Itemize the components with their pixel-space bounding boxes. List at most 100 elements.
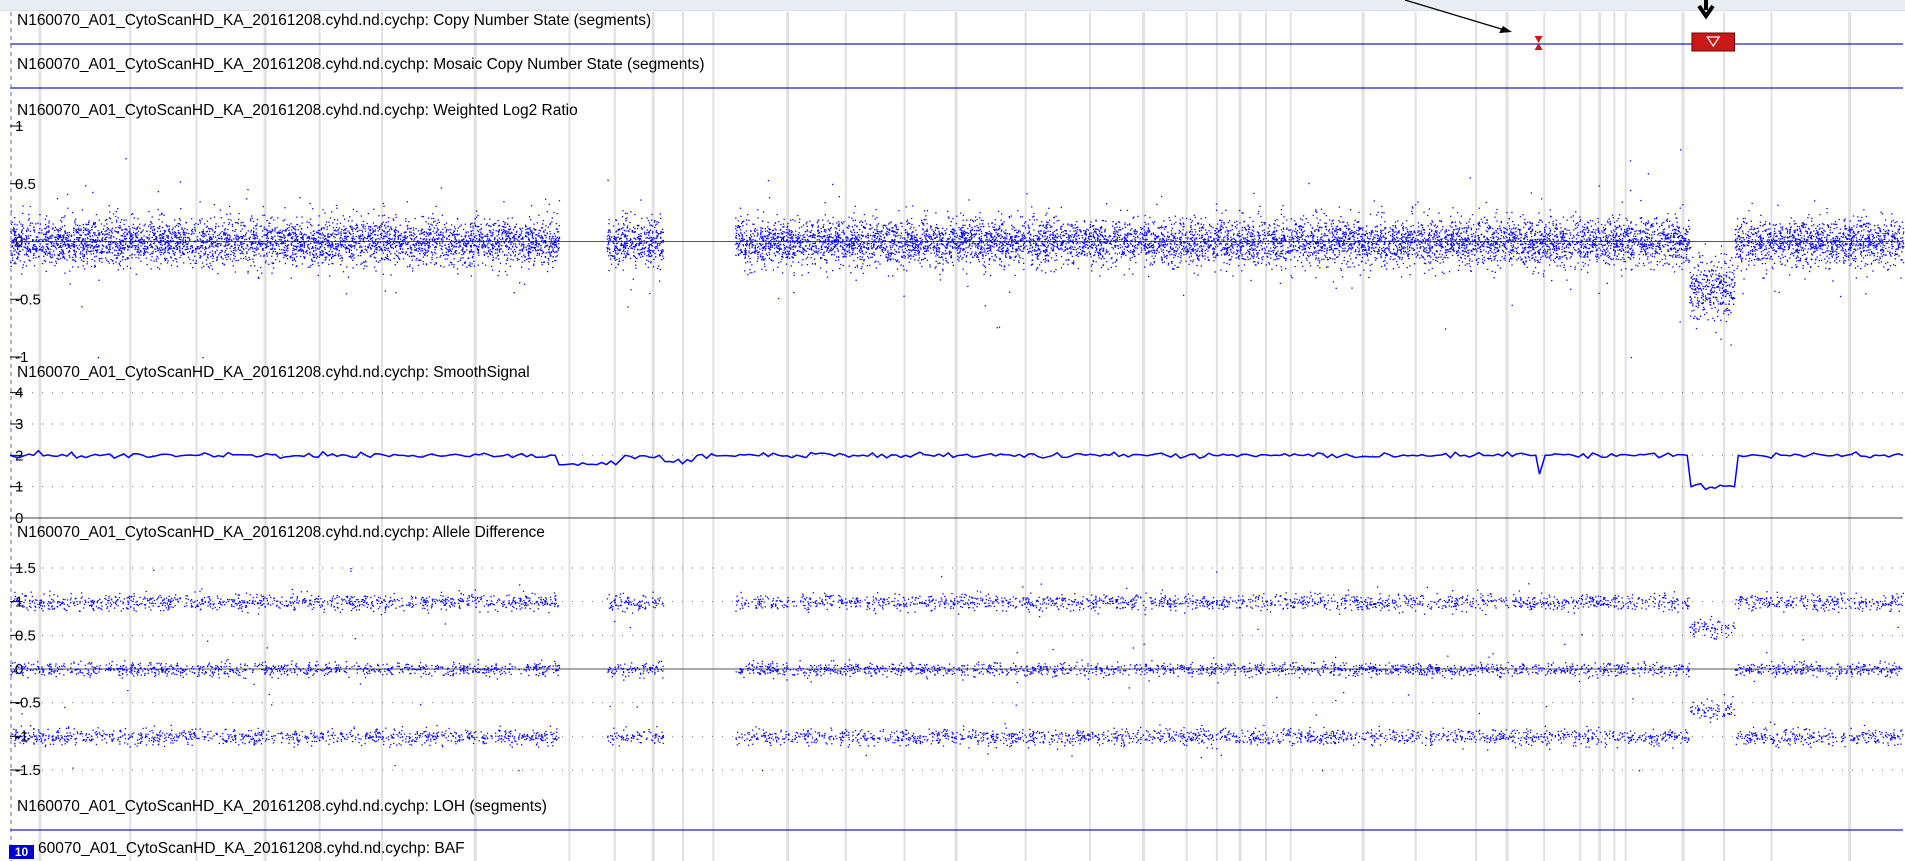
data-point	[132, 241, 133, 242]
data-point	[173, 247, 174, 248]
data-point	[407, 225, 408, 226]
data-point	[1033, 243, 1034, 244]
data-point	[385, 232, 386, 233]
data-point	[262, 230, 263, 231]
data-point	[630, 289, 631, 290]
data-point	[242, 251, 243, 252]
data-point	[98, 246, 99, 247]
data-point	[509, 238, 510, 239]
data-point	[352, 240, 353, 241]
data-point	[133, 241, 134, 242]
data-point	[438, 219, 439, 220]
data-point	[533, 243, 534, 244]
data-point	[159, 226, 160, 227]
data-point	[529, 247, 530, 248]
data-point	[394, 235, 395, 236]
data-point	[383, 243, 384, 244]
data-point	[166, 225, 167, 226]
data-point	[309, 248, 310, 249]
data-point	[407, 244, 408, 245]
data-point	[226, 254, 227, 255]
data-point	[132, 254, 133, 255]
data-point	[152, 216, 153, 217]
data-point	[527, 232, 528, 233]
data-point	[212, 268, 213, 269]
data-point	[239, 245, 240, 246]
data-point	[1505, 252, 1506, 253]
data-point	[221, 257, 222, 258]
data-point	[654, 253, 655, 254]
data-point	[854, 224, 855, 225]
data-point	[505, 239, 506, 240]
data-point	[163, 240, 164, 241]
data-point	[533, 224, 534, 225]
data-point	[289, 225, 290, 226]
data-point	[138, 254, 139, 255]
data-point	[377, 235, 378, 236]
data-point	[390, 242, 391, 243]
data-point	[201, 242, 202, 243]
data-point	[222, 258, 223, 259]
data-point	[375, 248, 376, 249]
data-point	[454, 226, 455, 227]
data-point	[657, 245, 658, 246]
data-point	[223, 232, 224, 233]
data-point	[94, 260, 95, 261]
data-point	[17, 243, 18, 244]
data-point	[165, 260, 166, 261]
data-point	[365, 249, 366, 250]
data-point	[492, 247, 493, 248]
data-point	[281, 233, 282, 234]
data-point	[541, 250, 542, 251]
data-point	[314, 242, 315, 243]
data-point	[82, 256, 83, 257]
data-point	[502, 251, 503, 252]
data-point	[465, 232, 466, 233]
data-point	[545, 225, 546, 226]
data-point	[263, 255, 264, 256]
data-point	[403, 252, 404, 253]
data-point	[116, 258, 117, 259]
data-point	[146, 258, 147, 259]
data-point	[282, 237, 283, 238]
data-point	[539, 253, 540, 254]
data-point	[169, 247, 170, 248]
data-point	[369, 243, 370, 244]
data-point	[370, 233, 371, 234]
data-point	[184, 232, 185, 233]
data-point	[615, 240, 616, 241]
data-point	[219, 243, 220, 244]
data-point	[1262, 230, 1263, 231]
data-point	[625, 236, 626, 237]
data-point	[220, 243, 221, 244]
data-point	[127, 249, 128, 250]
data-point	[99, 240, 100, 241]
data-point	[75, 253, 76, 254]
data-point	[543, 262, 544, 263]
data-point	[317, 262, 318, 263]
data-point	[534, 258, 535, 259]
data-point	[174, 252, 175, 253]
data-point	[407, 227, 408, 228]
data-point	[85, 229, 86, 230]
data-point	[310, 224, 311, 225]
data-point	[1336, 257, 1337, 258]
data-point	[505, 227, 506, 228]
data-point	[44, 238, 45, 239]
data-point	[329, 259, 330, 260]
data-point	[62, 241, 63, 242]
data-point	[330, 246, 331, 247]
data-point	[58, 239, 59, 240]
data-point	[230, 258, 231, 259]
data-point	[376, 225, 377, 226]
data-point	[308, 236, 309, 237]
data-point	[137, 251, 138, 252]
data-point	[209, 263, 210, 264]
data-point	[475, 235, 476, 236]
data-point	[269, 223, 270, 224]
data-point	[529, 234, 530, 235]
data-point	[89, 241, 90, 242]
data-point	[1354, 266, 1355, 267]
